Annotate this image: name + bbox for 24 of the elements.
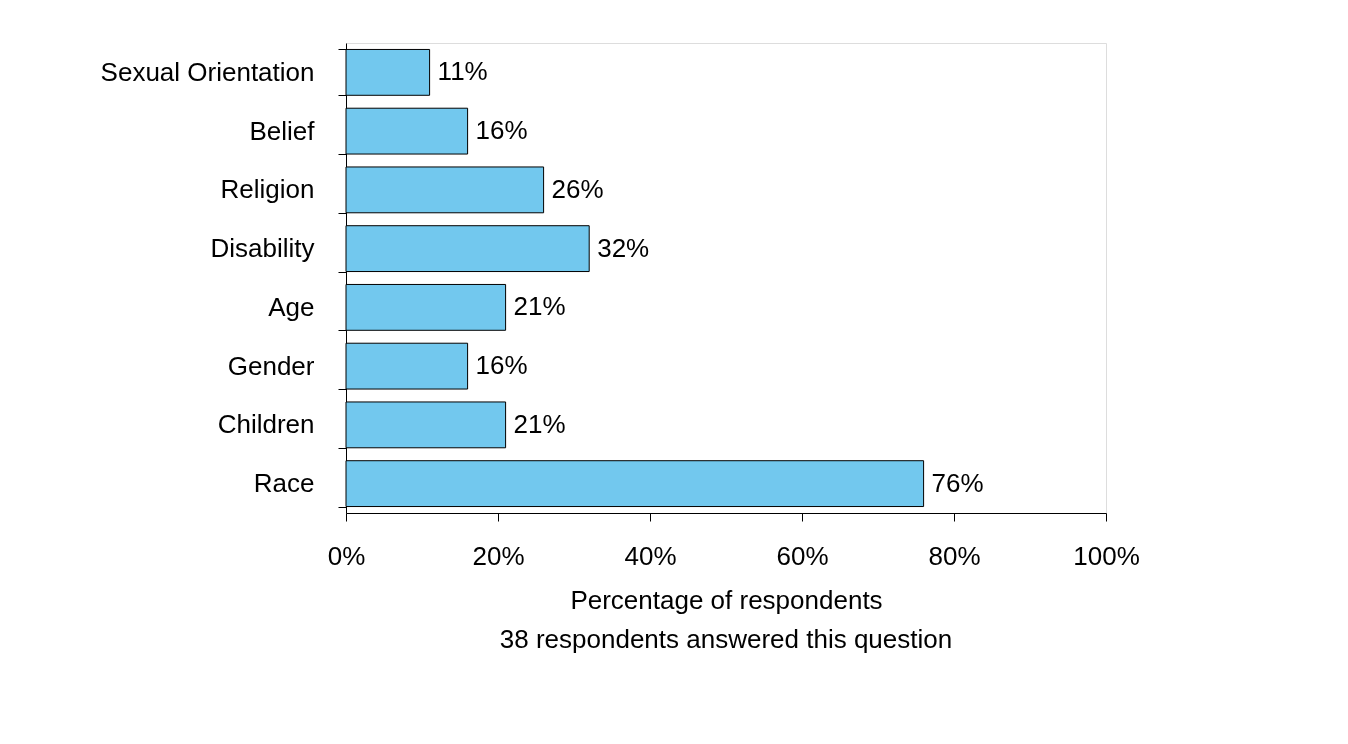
data-label: 21% xyxy=(513,291,566,322)
y-tick-label: Age xyxy=(268,291,315,322)
x-tick-label: 100% xyxy=(1073,540,1140,571)
data-label: 16% xyxy=(475,115,528,146)
data-label: 16% xyxy=(475,350,528,381)
y-tick-label: Religion xyxy=(220,174,315,205)
y-tick-label: Belief xyxy=(249,115,316,146)
y-tick-label: Race xyxy=(253,468,315,499)
x-tick-label: 60% xyxy=(776,540,829,571)
data-label: 76% xyxy=(931,467,984,498)
x-tick-label: 0% xyxy=(327,540,366,571)
x-tick-label: 40% xyxy=(624,540,677,571)
y-tick-label: Children xyxy=(217,409,315,440)
y-tick-label: Sexual Orientation xyxy=(100,56,315,87)
y-tick-label: Disability xyxy=(210,233,315,264)
x-axis-title: Percentage of respondents xyxy=(570,584,883,615)
x-tick-label: 80% xyxy=(928,540,981,571)
data-label: 26% xyxy=(551,173,604,204)
x-tick-label: 20% xyxy=(472,540,525,571)
data-label: 11% xyxy=(437,56,488,87)
data-label: 32% xyxy=(597,232,650,263)
y-tick-label: Gender xyxy=(227,350,315,381)
text: 38 respondents answered this question xyxy=(499,624,953,654)
data-label: 21% xyxy=(513,408,566,439)
